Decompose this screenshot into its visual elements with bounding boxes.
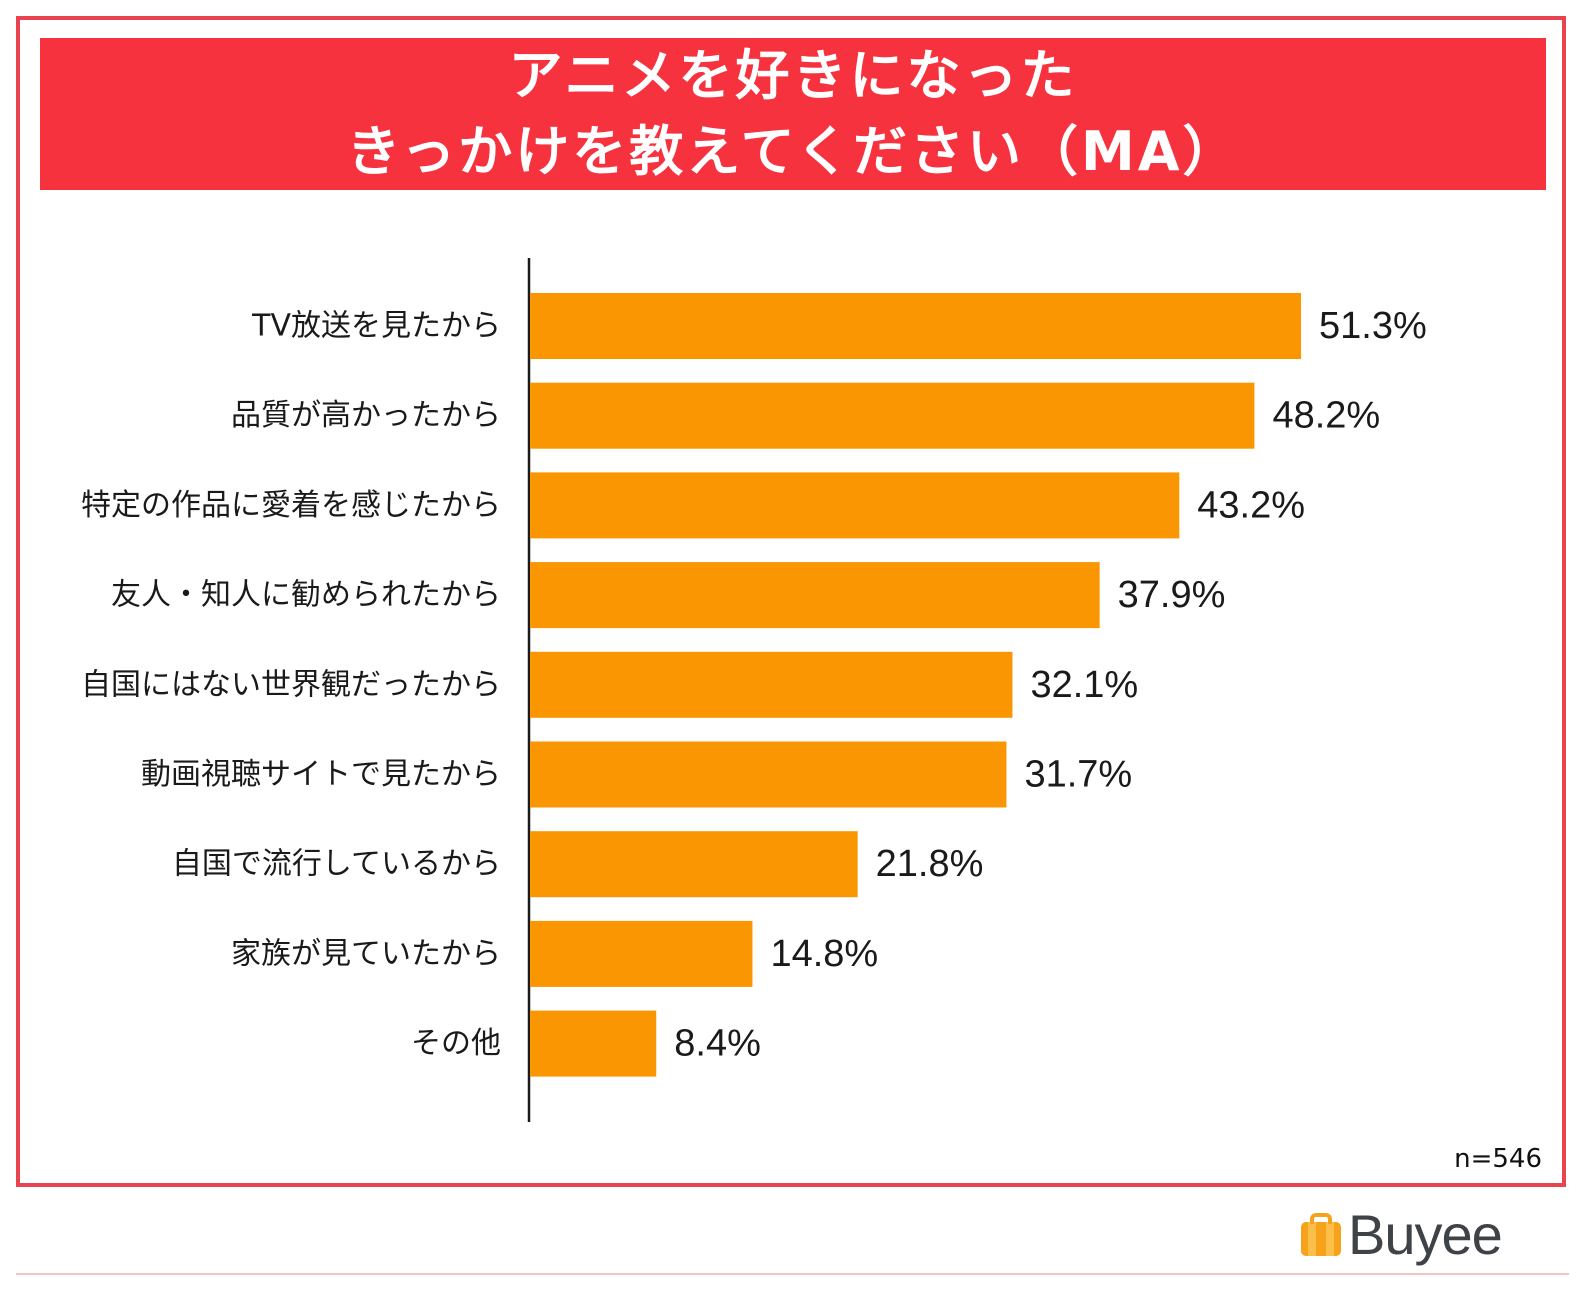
category-label-2: 特定の作品に愛着を感じたから [81,488,501,523]
category-label-1: 品質が高かったから [231,398,501,433]
sample-size-note: n=546 [1454,1144,1542,1174]
bar-8 [530,1010,657,1077]
value-label-2: 43.2% [1197,484,1305,526]
value-label-3: 37.9% [1118,574,1226,616]
bar-4 [530,651,1013,718]
category-label-8: その他 [411,1026,501,1061]
value-label-6: 21.8% [876,843,984,885]
bar-7 [530,920,753,987]
category-label-5: 動画視聴サイトで見たから [141,757,501,792]
footer-divider [16,1273,1569,1275]
shopping-bag-icon [1301,1212,1341,1256]
category-label-7: 家族が見ていたから [231,936,501,971]
value-label-4: 32.1% [1030,664,1138,706]
category-label-4: 自国にはない世界観だったから [81,667,501,702]
bar-5 [530,741,1007,808]
bar-6 [530,831,858,898]
chart-title-line-2: きっかけを教えてください（MA） [346,120,1240,183]
value-label-1: 48.2% [1272,395,1380,437]
value-label-5: 31.7% [1024,754,1132,796]
bar-3 [530,562,1100,629]
buyee-logo: Buyee [1298,1202,1503,1267]
bar-0 [530,293,1302,359]
chart-title-line-1: アニメを好きになった [508,44,1078,107]
value-label-0: 51.3% [1319,305,1427,347]
value-label-7: 14.8% [770,933,878,975]
value-label-8: 8.4% [674,1023,761,1065]
logo-text: Buyee [1348,1203,1503,1266]
title-banner: アニメを好きになった きっかけを教えてください（MA） [40,38,1546,190]
category-label-3: 友人・知人に勧められたから [111,578,501,613]
category-label-6: 自国で流行しているから [172,847,501,882]
category-label-0: TV放送を見たから [251,309,501,344]
bar-2 [530,472,1180,539]
bar-1 [530,382,1255,449]
chart-frame: アニメを好きになった きっかけを教えてください（MA） n=546 [16,16,1566,1187]
